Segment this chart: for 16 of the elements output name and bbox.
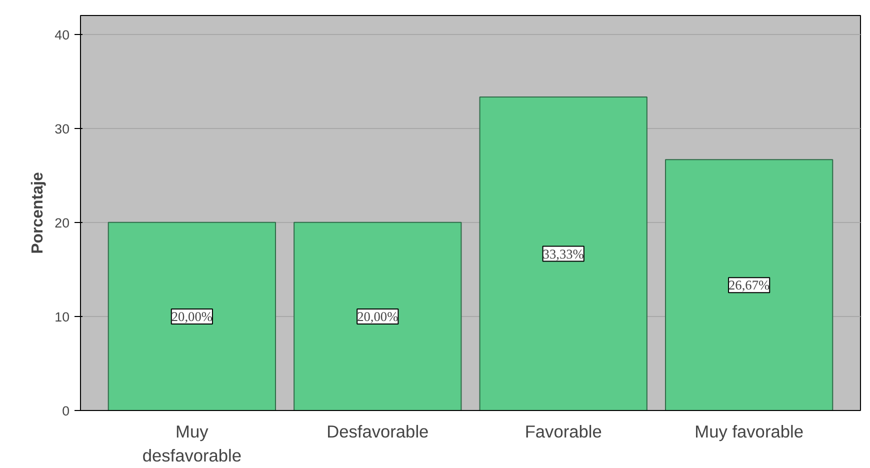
x-tick-label: Favorable bbox=[524, 422, 602, 442]
y-tick-label: 20 bbox=[54, 215, 70, 230]
y-tick-label: 10 bbox=[54, 309, 70, 324]
y-axis-title: Porcentaje bbox=[30, 172, 47, 254]
data-label: 26,67% bbox=[728, 278, 770, 293]
bar bbox=[294, 222, 462, 410]
y-tick-label: 40 bbox=[54, 27, 70, 42]
bar bbox=[479, 96, 648, 410]
x-tick-label: Desfavorable bbox=[326, 422, 429, 442]
data-label: 20,00% bbox=[171, 308, 212, 324]
bar bbox=[665, 159, 834, 410]
x-tick-label: Muy favorable bbox=[694, 422, 804, 442]
x-tick-label: Muy desfavorable bbox=[142, 422, 242, 466]
y-tick-label: 0 bbox=[62, 404, 70, 418]
y-tick-label: 30 bbox=[54, 121, 70, 136]
bar bbox=[108, 222, 276, 410]
